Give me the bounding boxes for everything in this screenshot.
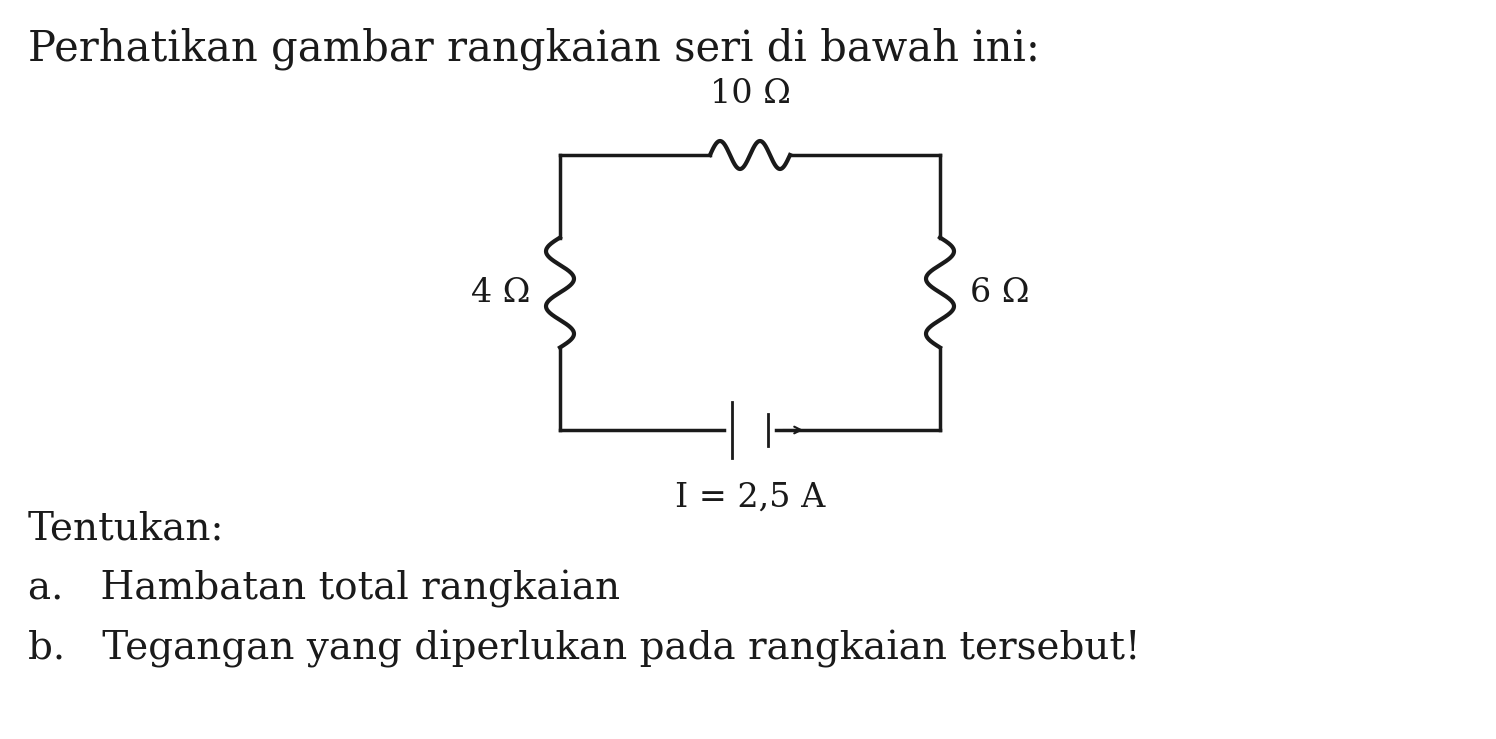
Text: 10 Ω: 10 Ω [709, 78, 790, 110]
Text: Tentukan:: Tentukan: [28, 510, 224, 547]
Text: 6 Ω: 6 Ω [969, 276, 1029, 308]
Text: I = 2,5 A: I = 2,5 A [675, 482, 826, 514]
Text: 4 Ω: 4 Ω [471, 276, 530, 308]
Text: a.   Hambatan total rangkaian: a. Hambatan total rangkaian [28, 570, 621, 608]
Text: b.   Tegangan yang diperlukan pada rangkaian tersebut!: b. Tegangan yang diperlukan pada rangkai… [28, 630, 1140, 668]
Text: Perhatikan gambar rangkaian seri di bawah ini:: Perhatikan gambar rangkaian seri di bawa… [28, 28, 1040, 70]
